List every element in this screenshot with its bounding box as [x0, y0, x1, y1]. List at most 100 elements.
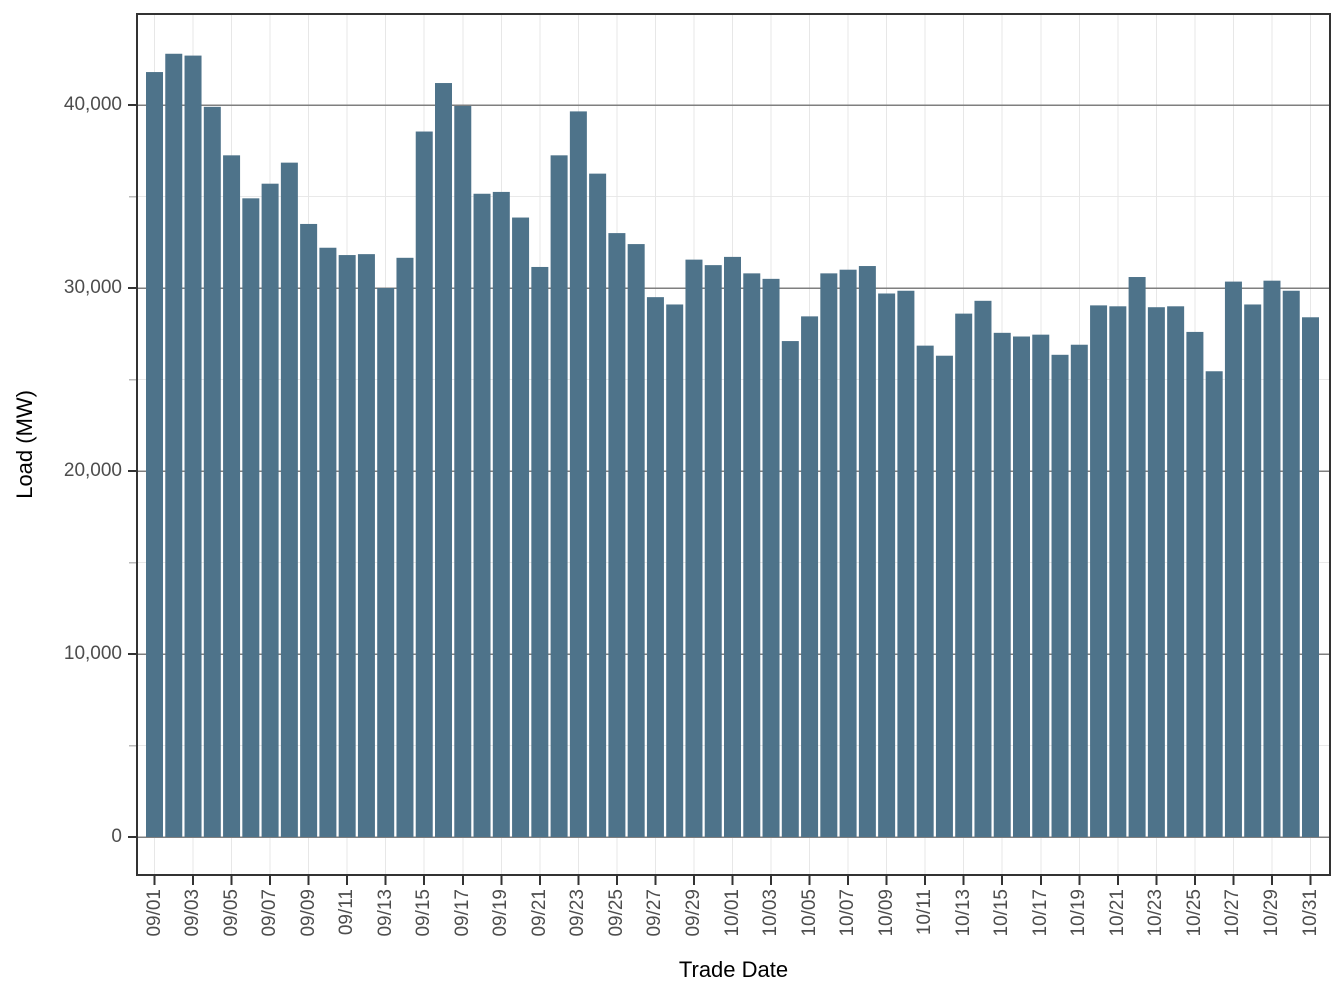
bar-09/20: [512, 217, 530, 838]
bar-10/28: [1244, 304, 1262, 838]
x-tick-label: 10/31: [1299, 889, 1321, 937]
x-tick-label: 10/07: [837, 889, 859, 937]
x-tick-label: 10/11: [914, 889, 936, 936]
bar-09/21: [531, 266, 549, 838]
bar-09/04: [203, 106, 221, 837]
x-tick-label: 10/13: [952, 889, 974, 937]
x-tick-label: 09/19: [490, 889, 512, 937]
bar-10/02: [743, 273, 761, 837]
x-tick-label: 09/07: [259, 889, 281, 937]
x-tick-label: 10/23: [1145, 889, 1167, 937]
bar-09/13: [377, 288, 395, 837]
bar-09/09: [300, 223, 318, 837]
bar-09/12: [357, 254, 375, 837]
bar-09/27: [646, 297, 664, 837]
bar-09/22: [550, 155, 568, 837]
bar-10/22: [1128, 277, 1146, 837]
bar-10/31: [1302, 317, 1319, 837]
x-tick-label: 10/01: [721, 889, 743, 937]
x-tick-label: 10/17: [1029, 889, 1051, 937]
x-tick-label: 09/17: [451, 889, 473, 937]
y-axis-title-box: Load (MW): [8, 14, 42, 875]
y-tick-label: 40,000: [63, 94, 122, 115]
x-tick-label: 09/25: [605, 889, 627, 937]
bar-09/23: [569, 111, 587, 837]
bar-10/12: [935, 355, 953, 837]
bar-10/29: [1263, 280, 1281, 837]
bar-10/17: [1032, 334, 1050, 837]
bar-10/25: [1186, 331, 1204, 837]
bar-10/05: [801, 316, 819, 837]
x-tick-label: 09/23: [567, 889, 589, 937]
bar-10/01: [724, 256, 741, 837]
bar-10/04: [781, 341, 799, 837]
x-tick-label: 09/13: [374, 889, 396, 937]
x-tick-label: 09/27: [644, 889, 666, 937]
bar-09/28: [666, 304, 684, 838]
x-tick-label: 09/03: [182, 889, 204, 937]
bar-09/05: [223, 155, 241, 837]
bar-09/03: [184, 55, 202, 837]
x-tick-label: 10/03: [760, 889, 782, 937]
bar-09/02: [165, 53, 183, 837]
bar-09/30: [704, 265, 722, 838]
bar-09/18: [473, 193, 491, 837]
bar-09/26: [627, 244, 645, 837]
bar-10/26: [1205, 371, 1223, 837]
x-tick-label: 09/05: [220, 889, 242, 937]
bar-10/23: [1147, 307, 1165, 838]
x-tick-label: 10/05: [798, 889, 820, 937]
bar-09/24: [589, 173, 607, 838]
bar-10/27: [1224, 281, 1242, 838]
bar-09/19: [492, 191, 510, 838]
bar-10/15: [993, 332, 1011, 837]
bar-10/13: [955, 313, 973, 837]
x-tick-label: 10/21: [1106, 889, 1128, 937]
x-tick-label: 10/27: [1222, 889, 1244, 937]
x-tick-label: 10/09: [875, 889, 897, 937]
x-tick-label: 09/11: [336, 889, 358, 936]
bar-09/15: [415, 131, 433, 837]
bar-10/20: [1090, 305, 1108, 837]
bar-10/09: [878, 293, 896, 837]
bar-09/11: [338, 255, 356, 837]
y-tick-label: 0: [111, 826, 122, 847]
bar-10/30: [1282, 290, 1300, 837]
x-tick-label: 09/09: [297, 889, 319, 937]
bar-10/19: [1070, 344, 1088, 837]
y-tick-label: 20,000: [63, 460, 122, 481]
bar-09/01: [146, 72, 163, 837]
x-tick-label: 10/29: [1260, 889, 1282, 937]
x-tick-label: 09/29: [682, 889, 704, 937]
bar-10/08: [858, 266, 876, 837]
x-tick-label: 09/15: [413, 889, 435, 937]
bar-10/24: [1167, 306, 1185, 837]
panel-border: [136, 13, 1331, 876]
bar-10/21: [1109, 306, 1127, 837]
x-tick-label: 10/15: [991, 889, 1013, 937]
bar-10/11: [916, 345, 934, 837]
bar-10/14: [974, 300, 992, 837]
x-tick-label: 10/25: [1183, 889, 1205, 937]
bar-09/07: [261, 183, 279, 837]
y-axis-title: Load (MW): [12, 390, 37, 499]
bar-10/06: [820, 273, 838, 837]
bar-10/10: [897, 290, 915, 837]
y-tick-label: 10,000: [63, 643, 122, 664]
bar-09/08: [280, 162, 298, 837]
bar-10/07: [839, 269, 857, 837]
x-tick-label: 09/01: [143, 889, 165, 937]
bar-09/14: [396, 257, 414, 837]
bar-10/18: [1051, 354, 1069, 837]
bar-09/06: [242, 198, 260, 837]
x-tick-label: 09/21: [528, 889, 550, 937]
x-tick-label: 10/19: [1068, 889, 1090, 937]
y-tick-label: 30,000: [63, 277, 122, 298]
bar-10/16: [1013, 336, 1030, 837]
bar-10/03: [762, 278, 780, 838]
bar-09/29: [685, 259, 703, 837]
bar-09/16: [435, 83, 452, 838]
bar-09/10: [319, 247, 337, 838]
